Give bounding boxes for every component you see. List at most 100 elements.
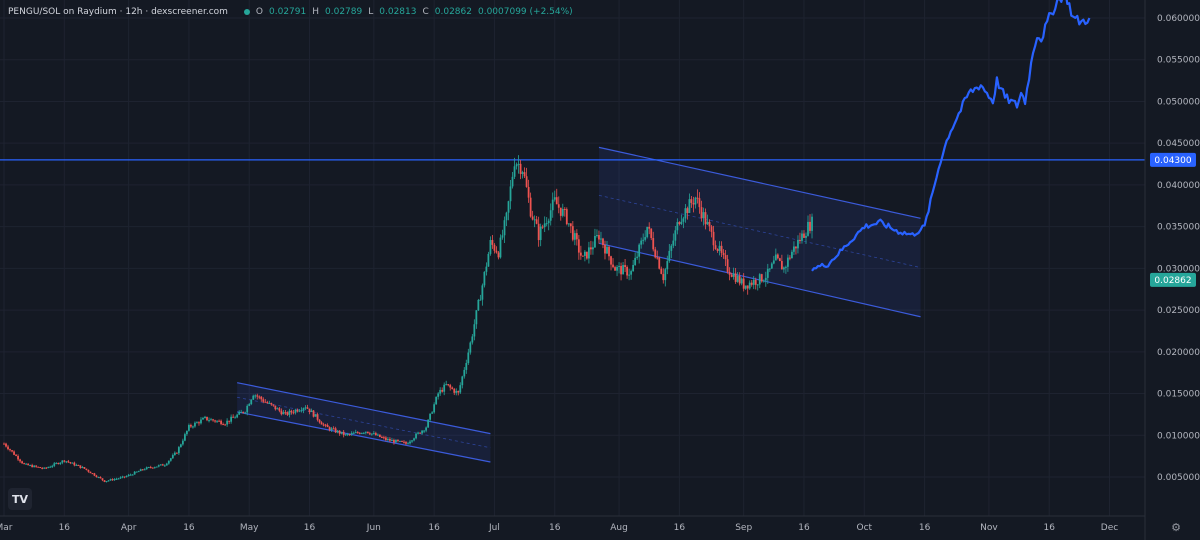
candle-body [664,269,667,281]
candle-body [368,433,371,435]
candle-body [25,463,28,465]
candle-body [173,452,176,456]
candle-body [708,221,711,227]
candle-body [807,221,809,236]
candle-body [497,252,500,258]
candle-body [519,163,522,174]
candle-body [61,460,64,463]
candle-body [485,266,488,272]
candle-body [322,424,325,426]
candle-body [549,210,552,221]
candle-body [529,197,532,217]
candle-body [35,465,38,467]
candle-body [206,416,208,421]
candle-body [111,479,114,481]
candle-body [41,467,44,469]
candle-body [602,238,604,246]
candle-body [746,285,749,289]
candle-body [262,399,265,402]
candle-body [89,471,92,474]
candle-body [567,223,570,225]
candle-body [137,471,140,473]
candle-body [169,458,172,461]
candle-body [320,422,323,425]
candle-body [218,420,220,422]
candle-body [366,431,369,434]
candle-body [787,257,789,267]
candle-body [413,438,415,441]
candle-body [760,274,763,282]
candle-body [499,237,502,258]
candle-body [756,284,759,286]
candle-body [71,462,74,464]
candle-body [9,449,11,451]
candle-body [592,247,594,250]
candle-body [415,433,417,439]
candle-body [676,222,679,231]
candle-body [801,233,803,241]
candle-body [348,434,351,436]
price-axis[interactable]: 0.060000 0.055000 0.050000 0.045000 0.040000… [1144,0,1200,540]
symbol-title[interactable]: PENGU/SOL on Raydium · 12h · dexscreener… [8,7,228,17]
candle-body [298,410,301,412]
last-price-badge-label: 0.02862 [1154,276,1191,286]
candle-body [328,427,331,431]
candle-body [740,278,743,284]
candle-body [736,275,739,282]
candle-body [57,463,60,465]
gear-icon[interactable]: ⚙ [1171,520,1181,534]
candle-body [563,209,566,211]
candle-body [809,221,811,231]
candle-body [234,417,237,419]
time-axis[interactable]: Mar 16 Apr 16 May 16 Jun 16 Jul 16 Aug 16 Sep 16 Oct 16… [0,515,1145,533]
candle-body [766,268,769,278]
candle-body [382,437,385,439]
high-label: H [312,7,320,17]
candle-body [308,408,311,413]
candle-body [553,197,556,200]
candle-body [129,474,132,476]
candle-body [604,245,606,254]
candle-body [99,476,102,479]
candle-body [632,264,635,272]
candle-body [389,438,391,441]
candle-body [184,434,186,441]
candle-body [157,465,160,467]
candle-body [222,424,224,426]
candle-body [27,463,30,466]
candle-body [437,393,440,397]
candle-body [194,422,196,427]
candle-body [610,256,612,265]
high-value: 0.02789 [325,7,363,17]
candle-body [684,208,687,219]
candle-body [638,244,641,257]
candle-body [730,274,733,277]
candle-body [153,467,156,469]
candle-body [738,275,741,284]
candle-body [45,467,48,469]
x-tick-label: Sep [735,523,752,533]
channel-upper-line [237,382,491,435]
candle-body [37,466,40,468]
projection-line [811,0,1091,272]
candle-body [682,218,685,222]
candle-body [700,207,703,219]
candle-body [784,266,787,268]
candle-body [732,273,735,277]
candle-body [791,251,793,259]
candle-body [405,442,407,444]
candle-body [149,467,152,469]
candle-body [272,404,275,406]
candle-body [811,216,813,231]
candle-body [155,466,158,468]
candle-body [15,454,17,456]
candle-body [473,324,476,337]
candle-body [644,237,647,240]
candle-body [65,461,68,463]
candle-body [79,465,82,468]
candle-body [586,251,588,259]
candle-body [475,310,478,325]
candle-body [224,424,226,426]
candle-body [125,476,128,478]
